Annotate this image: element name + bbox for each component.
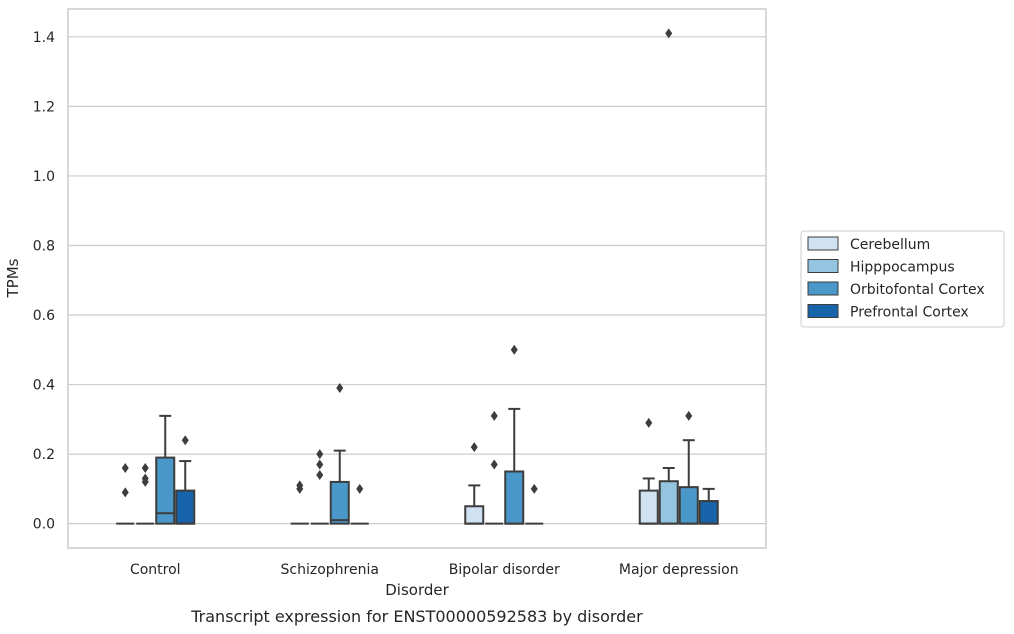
outlier-point [356, 483, 364, 494]
y-tick-label: 1.2 [33, 99, 55, 115]
outlier-point [316, 449, 324, 460]
box-body [638, 489, 659, 525]
box-body [175, 489, 196, 525]
outlier-point [121, 487, 129, 498]
box-cerebellum [116, 463, 135, 525]
box-prefrontal-cortex [175, 435, 196, 525]
outlier-point [141, 476, 149, 487]
outlier-point [645, 417, 653, 428]
box-body [658, 480, 679, 525]
legend: Cerebellum Hipppocampus Orbitofontal Corte… [800, 230, 1005, 328]
box-prefrontal-cortex [350, 483, 369, 525]
chart-caption: Transcript expression for ENST0000059258… [190, 607, 643, 626]
outlier-point [316, 469, 324, 480]
box-body [698, 500, 719, 525]
y-tick-label: 0.8 [33, 238, 55, 254]
y-tick-label: 1.4 [33, 30, 55, 46]
box-hipppocampus [310, 449, 329, 525]
y-tick-label: 0.2 [33, 447, 55, 463]
box-orbitofontal-cortex [504, 344, 525, 525]
outlier-point [141, 463, 149, 474]
x-axis-ticks: Control Schizophrenia Bipolar disorder Majo… [130, 562, 739, 578]
y-tick-label: 0.0 [33, 517, 55, 533]
boxes [116, 28, 719, 525]
plot-area [67, 8, 767, 549]
legend-swatch [807, 304, 839, 318]
legend-label: Cerebellum [850, 237, 930, 253]
box-cerebellum [638, 417, 659, 525]
box-cerebellum [464, 442, 485, 525]
legend-swatch [807, 236, 839, 251]
outlier-point [490, 459, 498, 470]
outlier-point [530, 483, 538, 494]
x-tick-label: Schizophrenia [281, 562, 379, 578]
x-tick-label: Bipolar disorder [449, 562, 560, 578]
y-axis-label: TPMs [4, 258, 22, 298]
box-orbitofontal-cortex [678, 410, 699, 525]
outlier-point [470, 442, 478, 453]
legend-swatch [807, 259, 839, 273]
legend-frame [800, 230, 1005, 328]
box-cerebellum [290, 480, 309, 525]
x-tick-label: Major depression [619, 562, 739, 578]
outlier-point [685, 410, 693, 421]
outlier-point [490, 410, 498, 421]
box-body [504, 470, 525, 525]
legend-label: Prefrontal Cortex [850, 305, 969, 321]
y-tick-label: 0.4 [33, 378, 55, 394]
x-axis-label: Disorder [385, 581, 449, 599]
outlier-point [665, 28, 673, 39]
outlier-point [316, 459, 324, 470]
box-hipppocampus [136, 463, 155, 525]
legend-label: Orbitofontal Cortex [850, 282, 985, 298]
box-hipppocampus [658, 28, 679, 525]
box-body [464, 505, 485, 525]
box-body [678, 486, 699, 525]
box-prefrontal-cortex [525, 483, 544, 525]
x-tick-label: Control [130, 562, 181, 578]
legend-label: Hipppocampus [850, 260, 955, 276]
box-body [155, 456, 176, 525]
outlier-point [121, 463, 129, 474]
outlier-point [336, 383, 344, 394]
box-hipppocampus [485, 410, 504, 525]
legend-swatch [807, 281, 839, 296]
y-tick-label: 0.6 [33, 308, 55, 324]
box-body [329, 480, 350, 525]
box-orbitofontal-cortex [329, 383, 350, 525]
y-tick-label: 1.0 [33, 169, 55, 185]
outlier-point [296, 483, 304, 494]
box-orbitofontal-cortex [155, 414, 176, 525]
outlier-point [510, 344, 518, 355]
y-axis-ticks: 0.0 0.2 0.4 0.6 0.8 1.0 1.2 1.4 [33, 30, 55, 533]
outlier-point [181, 435, 189, 446]
box-prefrontal-cortex [698, 487, 719, 525]
